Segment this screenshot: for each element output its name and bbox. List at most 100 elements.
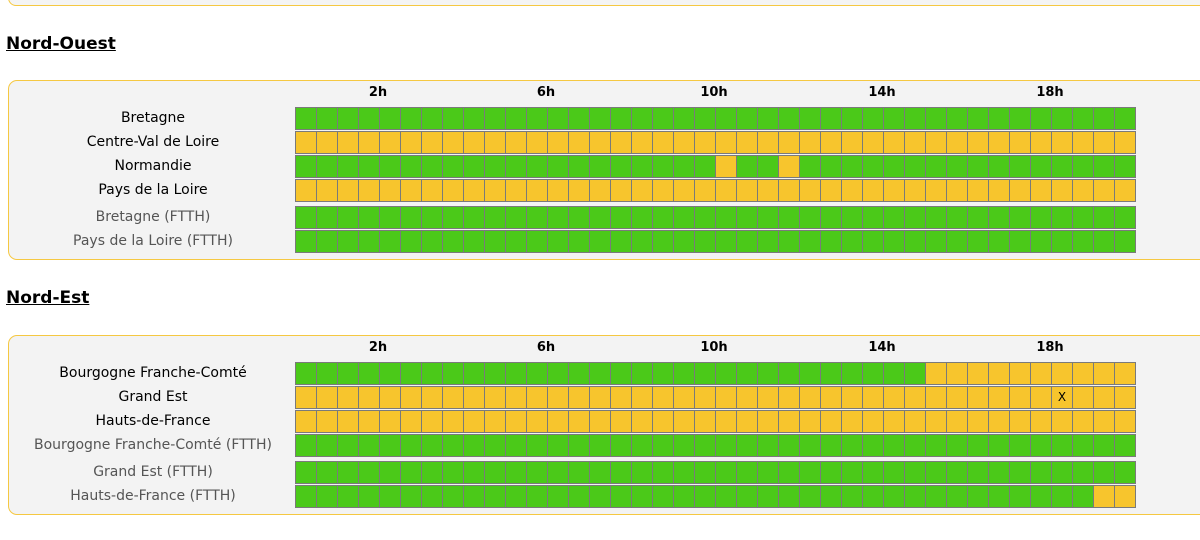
status-cell[interactable] (401, 156, 421, 177)
status-cell[interactable] (905, 486, 925, 507)
status-cell[interactable] (317, 108, 337, 129)
status-cell[interactable] (338, 435, 358, 456)
status-cell[interactable] (611, 207, 631, 228)
status-cell[interactable] (905, 132, 925, 153)
status-cell[interactable] (947, 108, 967, 129)
status-cell[interactable] (1073, 435, 1093, 456)
status-cell[interactable] (590, 132, 610, 153)
status-cell[interactable] (842, 156, 862, 177)
status-cell[interactable] (401, 462, 421, 483)
status-cell[interactable] (632, 180, 652, 201)
status-cell[interactable] (884, 462, 904, 483)
status-cell[interactable] (968, 435, 988, 456)
status-cell[interactable] (401, 231, 421, 252)
status-cell[interactable] (1115, 411, 1135, 432)
status-cell[interactable] (569, 486, 589, 507)
status-cell[interactable] (716, 462, 736, 483)
status-cell[interactable] (1052, 411, 1072, 432)
status-cell[interactable] (1073, 180, 1093, 201)
status-cell[interactable] (779, 207, 799, 228)
status-cell[interactable] (905, 108, 925, 129)
status-cell[interactable] (317, 180, 337, 201)
status-cell[interactable] (338, 363, 358, 384)
status-cell[interactable] (1115, 435, 1135, 456)
status-cell[interactable] (590, 435, 610, 456)
status-cell[interactable] (674, 435, 694, 456)
status-cell[interactable] (338, 207, 358, 228)
status-cell[interactable] (716, 180, 736, 201)
status-cell[interactable] (989, 180, 1009, 201)
status-cell[interactable] (1094, 207, 1114, 228)
status-cell[interactable] (548, 207, 568, 228)
status-cell[interactable] (1052, 462, 1072, 483)
status-cell[interactable] (464, 435, 484, 456)
status-cell[interactable] (380, 108, 400, 129)
status-cell[interactable] (1052, 435, 1072, 456)
status-cell[interactable] (758, 180, 778, 201)
status-cell[interactable] (506, 363, 526, 384)
status-cell[interactable] (1031, 411, 1051, 432)
status-cell[interactable] (653, 435, 673, 456)
status-cell[interactable] (296, 363, 316, 384)
status-cell[interactable] (422, 411, 442, 432)
status-cell[interactable] (359, 363, 379, 384)
status-cell[interactable] (926, 207, 946, 228)
status-cell[interactable] (611, 387, 631, 408)
status-cell[interactable] (569, 363, 589, 384)
status-cell[interactable] (968, 132, 988, 153)
status-cell[interactable] (758, 363, 778, 384)
status-cell[interactable] (905, 411, 925, 432)
status-cell[interactable] (1094, 363, 1114, 384)
status-cell[interactable] (485, 411, 505, 432)
status-cell[interactable] (548, 411, 568, 432)
status-cell[interactable] (569, 435, 589, 456)
status-cell[interactable] (1031, 132, 1051, 153)
status-cell[interactable] (695, 363, 715, 384)
status-cell[interactable] (695, 180, 715, 201)
status-cell[interactable] (422, 387, 442, 408)
status-cell[interactable] (758, 462, 778, 483)
status-cell[interactable] (422, 156, 442, 177)
status-cell[interactable] (779, 180, 799, 201)
status-cell[interactable] (674, 132, 694, 153)
status-cell[interactable] (317, 156, 337, 177)
status-cell[interactable] (926, 180, 946, 201)
status-cell[interactable] (695, 132, 715, 153)
status-cell[interactable] (485, 363, 505, 384)
status-cell[interactable] (569, 108, 589, 129)
status-cell[interactable] (716, 363, 736, 384)
status-cell[interactable] (1094, 486, 1114, 507)
status-cell[interactable] (1073, 156, 1093, 177)
status-cell[interactable] (506, 387, 526, 408)
status-cell[interactable] (401, 387, 421, 408)
status-cell[interactable] (989, 363, 1009, 384)
status-cell[interactable] (842, 411, 862, 432)
status-cell[interactable] (317, 132, 337, 153)
status-cell[interactable] (1010, 207, 1030, 228)
status-cell[interactable] (422, 435, 442, 456)
status-cell[interactable] (296, 462, 316, 483)
status-cell[interactable] (443, 411, 463, 432)
status-cell[interactable] (947, 207, 967, 228)
status-cell[interactable] (380, 411, 400, 432)
status-cell[interactable] (653, 132, 673, 153)
status-cell[interactable] (1010, 156, 1030, 177)
status-cell[interactable] (821, 207, 841, 228)
status-cell[interactable] (926, 231, 946, 252)
status-cell[interactable] (905, 180, 925, 201)
status-cell[interactable] (800, 435, 820, 456)
status-cell[interactable] (611, 411, 631, 432)
status-cell[interactable] (653, 462, 673, 483)
status-cell[interactable] (632, 462, 652, 483)
status-cell[interactable] (506, 411, 526, 432)
status-cell[interactable] (1010, 180, 1030, 201)
status-cell[interactable] (863, 180, 883, 201)
status-cell[interactable] (632, 108, 652, 129)
status-cell[interactable] (947, 180, 967, 201)
status-cell[interactable] (632, 387, 652, 408)
status-cell[interactable] (527, 180, 547, 201)
status-cell[interactable] (884, 363, 904, 384)
status-cell[interactable] (506, 207, 526, 228)
status-cell[interactable] (569, 156, 589, 177)
status-cell[interactable] (653, 231, 673, 252)
